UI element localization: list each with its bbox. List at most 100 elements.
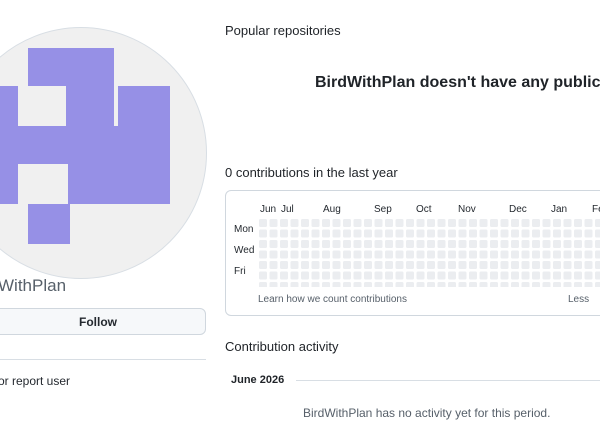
- contribution-day-cell[interactable]: [584, 250, 593, 259]
- contribution-day-cell[interactable]: [385, 261, 393, 269]
- contribution-day-cell[interactable]: [259, 219, 267, 227]
- contribution-day-cell[interactable]: [532, 271, 540, 280]
- contribution-day-cell[interactable]: [290, 282, 299, 287]
- contribution-day-cell[interactable]: [595, 219, 600, 227]
- contribution-day-cell[interactable]: [416, 250, 425, 259]
- contribution-day-cell[interactable]: [290, 219, 299, 227]
- contribution-day-cell[interactable]: [322, 261, 330, 269]
- contribution-day-cell[interactable]: [437, 219, 446, 227]
- contribution-day-cell[interactable]: [364, 282, 372, 287]
- contribution-day-cell[interactable]: [574, 219, 582, 227]
- contribution-day-cell[interactable]: [395, 250, 404, 259]
- contribution-day-cell[interactable]: [595, 240, 600, 248]
- contribution-day-cell[interactable]: [364, 219, 372, 227]
- contribution-day-cell[interactable]: [479, 240, 488, 248]
- contribution-day-cell[interactable]: [311, 240, 320, 248]
- contribution-day-cell[interactable]: [364, 261, 372, 269]
- contribution-day-cell[interactable]: [427, 271, 435, 280]
- contribution-day-cell[interactable]: [542, 229, 551, 238]
- contribution-day-cell[interactable]: [490, 240, 498, 248]
- contribution-day-cell[interactable]: [416, 229, 425, 238]
- follow-button[interactable]: Follow: [0, 308, 206, 335]
- contribution-day-cell[interactable]: [574, 282, 582, 287]
- contribution-day-cell[interactable]: [437, 229, 446, 238]
- contribution-day-cell[interactable]: [500, 271, 509, 280]
- contribution-day-cell[interactable]: [437, 271, 446, 280]
- contribution-day-cell[interactable]: [563, 271, 572, 280]
- contribution-day-cell[interactable]: [395, 240, 404, 248]
- contribution-day-cell[interactable]: [574, 261, 582, 269]
- contribution-day-cell[interactable]: [511, 261, 519, 269]
- contribution-day-cell[interactable]: [343, 229, 351, 238]
- contribution-day-cell[interactable]: [259, 282, 267, 287]
- contribution-day-cell[interactable]: [374, 261, 383, 269]
- contribution-day-cell[interactable]: [332, 261, 341, 269]
- contribution-day-cell[interactable]: [353, 219, 362, 227]
- contribution-day-cell[interactable]: [595, 250, 600, 259]
- contribution-day-cell[interactable]: [563, 240, 572, 248]
- contribution-day-cell[interactable]: [553, 261, 561, 269]
- contribution-day-cell[interactable]: [448, 240, 456, 248]
- contribution-day-cell[interactable]: [490, 282, 498, 287]
- contribution-day-cell[interactable]: [563, 219, 572, 227]
- contribution-day-cell[interactable]: [406, 271, 414, 280]
- contribution-day-cell[interactable]: [595, 282, 600, 287]
- contribution-day-cell[interactable]: [353, 271, 362, 280]
- contribution-day-cell[interactable]: [259, 240, 267, 248]
- contribution-day-cell[interactable]: [532, 229, 540, 238]
- contribution-day-cell[interactable]: [448, 229, 456, 238]
- contribution-day-cell[interactable]: [479, 271, 488, 280]
- contribution-day-cell[interactable]: [322, 229, 330, 238]
- contribution-day-cell[interactable]: [332, 250, 341, 259]
- contribution-day-cell[interactable]: [385, 219, 393, 227]
- contribution-day-cell[interactable]: [259, 229, 267, 238]
- contribution-day-cell[interactable]: [574, 271, 582, 280]
- contribution-day-cell[interactable]: [427, 282, 435, 287]
- contribution-day-cell[interactable]: [490, 219, 498, 227]
- contribution-day-cell[interactable]: [280, 282, 288, 287]
- contribution-day-cell[interactable]: [353, 261, 362, 269]
- contribution-day-cell[interactable]: [406, 219, 414, 227]
- contribution-day-cell[interactable]: [364, 240, 372, 248]
- contribution-day-cell[interactable]: [479, 219, 488, 227]
- contribution-day-cell[interactable]: [448, 282, 456, 287]
- contribution-day-cell[interactable]: [374, 271, 383, 280]
- contribution-day-cell[interactable]: [584, 219, 593, 227]
- contribution-day-cell[interactable]: [385, 250, 393, 259]
- contribution-day-cell[interactable]: [290, 229, 299, 238]
- contribution-day-cell[interactable]: [385, 282, 393, 287]
- contribution-day-cell[interactable]: [343, 261, 351, 269]
- contribution-day-cell[interactable]: [458, 282, 467, 287]
- contribution-day-cell[interactable]: [290, 240, 299, 248]
- contribution-day-cell[interactable]: [259, 261, 267, 269]
- contribution-day-cell[interactable]: [563, 229, 572, 238]
- contribution-day-cell[interactable]: [374, 219, 383, 227]
- contribution-day-cell[interactable]: [553, 229, 561, 238]
- contribution-day-cell[interactable]: [437, 261, 446, 269]
- contribution-day-cell[interactable]: [595, 261, 600, 269]
- contribution-day-cell[interactable]: [469, 229, 477, 238]
- contribution-day-cell[interactable]: [364, 271, 372, 280]
- contribution-day-cell[interactable]: [280, 229, 288, 238]
- contribution-day-cell[interactable]: [542, 250, 551, 259]
- contribution-day-cell[interactable]: [584, 240, 593, 248]
- contribution-day-cell[interactable]: [374, 229, 383, 238]
- contribution-day-cell[interactable]: [563, 282, 572, 287]
- contribution-day-cell[interactable]: [532, 282, 540, 287]
- contribution-day-cell[interactable]: [374, 240, 383, 248]
- contribution-day-cell[interactable]: [574, 250, 582, 259]
- learn-contributions-link[interactable]: Learn how we count contributions: [258, 294, 407, 305]
- contribution-day-cell[interactable]: [332, 282, 341, 287]
- contribution-day-cell[interactable]: [395, 271, 404, 280]
- contribution-day-cell[interactable]: [364, 229, 372, 238]
- contribution-day-cell[interactable]: [542, 282, 551, 287]
- contribution-day-cell[interactable]: [269, 261, 278, 269]
- contribution-day-cell[interactable]: [353, 250, 362, 259]
- contribution-day-cell[interactable]: [469, 282, 477, 287]
- contribution-day-cell[interactable]: [511, 271, 519, 280]
- contribution-day-cell[interactable]: [353, 229, 362, 238]
- contribution-day-cell[interactable]: [553, 271, 561, 280]
- contribution-day-cell[interactable]: [458, 261, 467, 269]
- contribution-day-cell[interactable]: [448, 250, 456, 259]
- contribution-day-cell[interactable]: [427, 250, 435, 259]
